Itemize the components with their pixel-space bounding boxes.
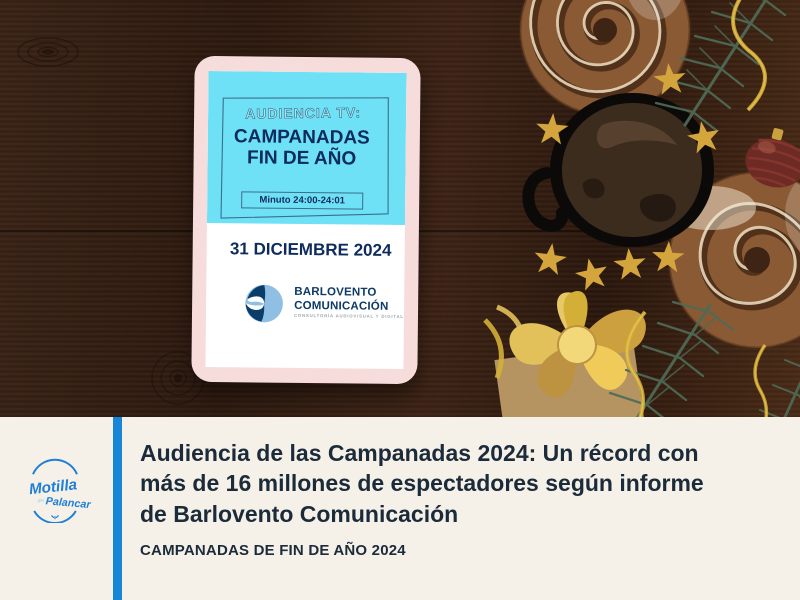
svg-text:Palancar: Palancar [45,495,92,511]
svg-text:Motilla: Motilla [28,476,78,498]
svg-text:del: del [37,498,45,504]
